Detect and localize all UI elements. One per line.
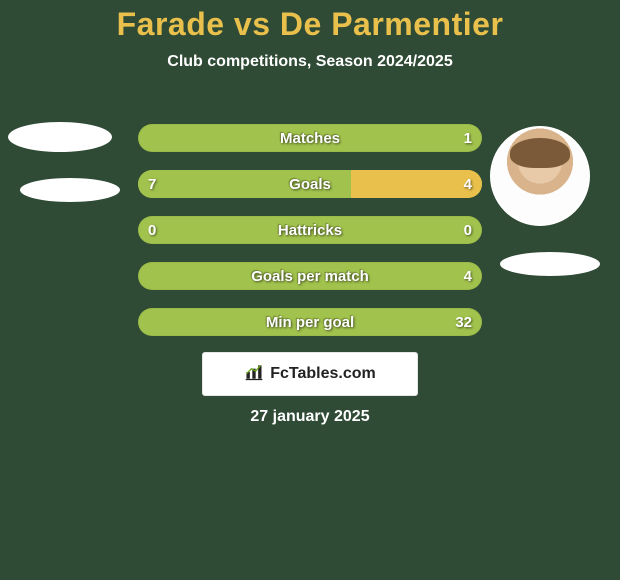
stat-bar-left-value: 0 <box>148 216 156 244</box>
page-title: Farade vs De Parmentier <box>0 0 620 43</box>
stat-bar: Hattricks0 0 <box>138 216 482 244</box>
stat-bar-label: Min per goal <box>138 308 482 336</box>
stat-bar: Matches1 <box>138 124 482 152</box>
date-label: 27 january 2025 <box>0 408 620 426</box>
stat-bar-right-value: 1 <box>464 124 472 152</box>
stat-bar-right-value: 32 <box>455 308 472 336</box>
stat-bars: Matches1 Goals74 Hattricks0 0 Goals per matc… <box>138 124 482 354</box>
branding-badge: FcTables.com <box>202 352 418 396</box>
player-right-avatar <box>490 126 590 226</box>
stat-bar: Min per goal32 <box>138 308 482 336</box>
stat-bar-right-value: 0 <box>464 216 472 244</box>
stat-bar-right-value: 4 <box>464 262 472 290</box>
branding-text: FcTables.com <box>270 365 376 383</box>
stat-bar-right-segment <box>351 170 482 198</box>
player-left-avatar-placeholder-2 <box>20 178 120 202</box>
bar-chart-icon <box>244 362 264 387</box>
subtitle: Club competitions, Season 2024/2025 <box>0 53 620 71</box>
player-left-avatar-placeholder <box>8 122 112 152</box>
stat-bar: Goals per match4 <box>138 262 482 290</box>
comparison-infographic: Farade vs De Parmentier Club competition… <box>0 0 620 580</box>
stat-bar-left-segment <box>138 170 351 198</box>
stat-bar: Goals74 <box>138 170 482 198</box>
stat-bar-label: Matches <box>138 124 482 152</box>
stat-bar-label: Hattricks <box>138 216 482 244</box>
player-right-avatar-placeholder <box>500 252 600 276</box>
stat-bar-label: Goals per match <box>138 262 482 290</box>
